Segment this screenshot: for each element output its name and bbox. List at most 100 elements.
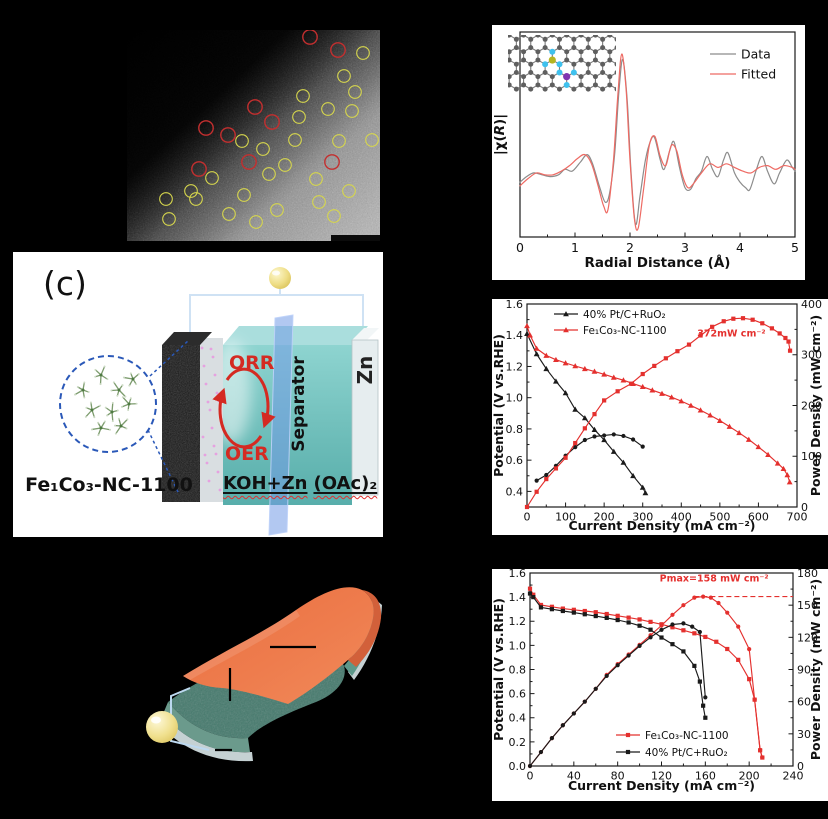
legend-label: 40% Pt/C+RuO₂ — [645, 747, 728, 759]
carbon-atom — [585, 70, 591, 75]
carbon-atom — [535, 35, 541, 38]
zn-electrode-label: Zn — [353, 355, 377, 385]
electrolyte-top-face — [223, 326, 368, 345]
yellow-atom-circle — [342, 184, 356, 198]
carbon-atom — [528, 86, 534, 92]
legend-label: Data — [741, 47, 771, 62]
scale-bar — [331, 235, 380, 241]
svg-text:0.6: 0.6 — [506, 454, 524, 467]
carbon-atom — [535, 49, 541, 55]
yellow-atom-circle — [184, 184, 198, 198]
svg-text:1: 1 — [571, 240, 579, 255]
nitrogen-atom — [556, 61, 563, 68]
orr-oer-cycle-arrows — [212, 367, 276, 449]
series-data — [519, 58, 796, 226]
svg-text:4: 4 — [736, 240, 744, 255]
yellow-atom-circle — [356, 46, 370, 60]
carbon-atom — [549, 74, 555, 80]
atom-markers — [159, 30, 379, 229]
carbon-atom — [607, 35, 613, 38]
electrolyte-label-part2: (OAc)₂ — [313, 473, 378, 494]
zn-electrode — [351, 339, 379, 496]
svg-text:150: 150 — [797, 599, 818, 612]
svg-text:0: 0 — [524, 511, 531, 524]
carbon-atom — [557, 45, 563, 51]
carbon-atom — [585, 45, 591, 51]
yellow-atom-circle — [235, 134, 249, 148]
svg-text:400: 400 — [801, 299, 822, 311]
svg-text:0: 0 — [516, 240, 524, 255]
carbon-atom — [600, 86, 606, 92]
carbon-atom — [513, 86, 519, 92]
legend: Fe₁Co₃-NC-1100 40% Pt/C+RuO₂ — [616, 730, 729, 759]
carbon-atom — [521, 49, 527, 55]
svg-text:0: 0 — [527, 770, 534, 783]
legend-label: 40% Pt/C+RuO₂ — [583, 309, 666, 321]
yellow-atom-circle — [321, 102, 335, 116]
svg-text:2: 2 — [626, 240, 634, 255]
legend: 40% Pt/C+RuO₂ Fe₁Co₃-NC-1100 — [554, 309, 667, 337]
carbon-atom — [542, 45, 548, 51]
red-atom-circle — [191, 161, 207, 177]
exafs-panel: 0 1 2 3 4 5 Radial Distance (Å) |χ(R)| Data Fitte… — [492, 25, 805, 280]
electrolyte-label: KOH+Zn (OAc)₂ — [223, 473, 383, 494]
plot-frame — [529, 572, 794, 767]
carbon-atom — [592, 49, 598, 55]
gold-contact-sphere — [269, 267, 291, 289]
yellow-atom-circle — [249, 215, 263, 229]
svg-text:1.0: 1.0 — [509, 639, 527, 652]
svg-text:300: 300 — [801, 349, 822, 362]
yellow-atom-circle — [237, 188, 251, 202]
carbon-atom — [614, 86, 616, 92]
yellow-atom-circle — [327, 209, 341, 223]
svg-text:40: 40 — [567, 770, 581, 783]
orange-edge — [348, 590, 382, 667]
svg-text:200: 200 — [801, 399, 822, 412]
carbon-atom — [578, 82, 584, 88]
yellow-atom-circle — [292, 110, 306, 124]
nitrogen-atom — [556, 69, 563, 76]
yellow-atom-circle — [222, 207, 236, 221]
carbon-atom — [614, 61, 616, 67]
red-atom-circle — [302, 30, 318, 45]
carbon-atom — [571, 61, 577, 67]
carbon-atom — [600, 36, 606, 42]
svg-text:5: 5 — [791, 240, 799, 255]
legend-label: Fitted — [741, 67, 776, 82]
yellow-atom-circle — [337, 69, 351, 83]
yellow-atom-circle — [278, 158, 292, 172]
zn-top-face — [352, 328, 379, 340]
battery-schematic-panel: (c) Fe₁Co₃-NC-1100 ORR OER Separator Zn … — [13, 252, 383, 537]
carbon-atom — [508, 82, 512, 88]
carbon-atom — [508, 57, 512, 63]
axis-ticks — [519, 232, 796, 237]
carbon-atom — [614, 45, 616, 50]
carbon-atom — [600, 70, 606, 75]
svg-text:300: 300 — [632, 511, 653, 524]
series-40-pt-c-ruo-potential — [524, 330, 649, 496]
carbon-atom — [607, 57, 613, 63]
svg-text:1.6: 1.6 — [509, 569, 527, 580]
yellow-atom-circle — [348, 85, 362, 99]
carbon-atom — [614, 70, 616, 75]
carbon-atom — [513, 61, 519, 67]
carbon-atom — [564, 35, 570, 38]
yellow-atom-circle — [332, 134, 346, 148]
right-y-axis-label: Power Density (mW cm⁻²) — [808, 315, 823, 496]
tick-labels: 0 100 200 300 400 500 600 700 0.4 0.6 0.8 1.0 1.2 1.4… — [506, 299, 823, 524]
series-fe-co-nc-1100-power — [524, 316, 793, 510]
svg-text:1.2: 1.2 — [509, 615, 527, 628]
carbon-atom — [564, 57, 570, 63]
carbon-atom — [592, 35, 598, 38]
svg-text:0.8: 0.8 — [509, 663, 527, 676]
svg-text:400: 400 — [671, 511, 692, 524]
nitrogen-atom — [570, 69, 577, 76]
svg-text:700: 700 — [787, 511, 808, 524]
separator-label: Separator — [289, 356, 309, 452]
axis-ticks — [529, 572, 794, 767]
carbon-atom — [578, 35, 584, 38]
red-atom-circle — [264, 114, 280, 130]
svg-text:0.6: 0.6 — [509, 688, 527, 701]
exafs-chart: 0 1 2 3 4 5 Radial Distance (Å) |χ(R)| Data Fitte… — [492, 31, 799, 271]
carbon-atom — [513, 70, 519, 75]
